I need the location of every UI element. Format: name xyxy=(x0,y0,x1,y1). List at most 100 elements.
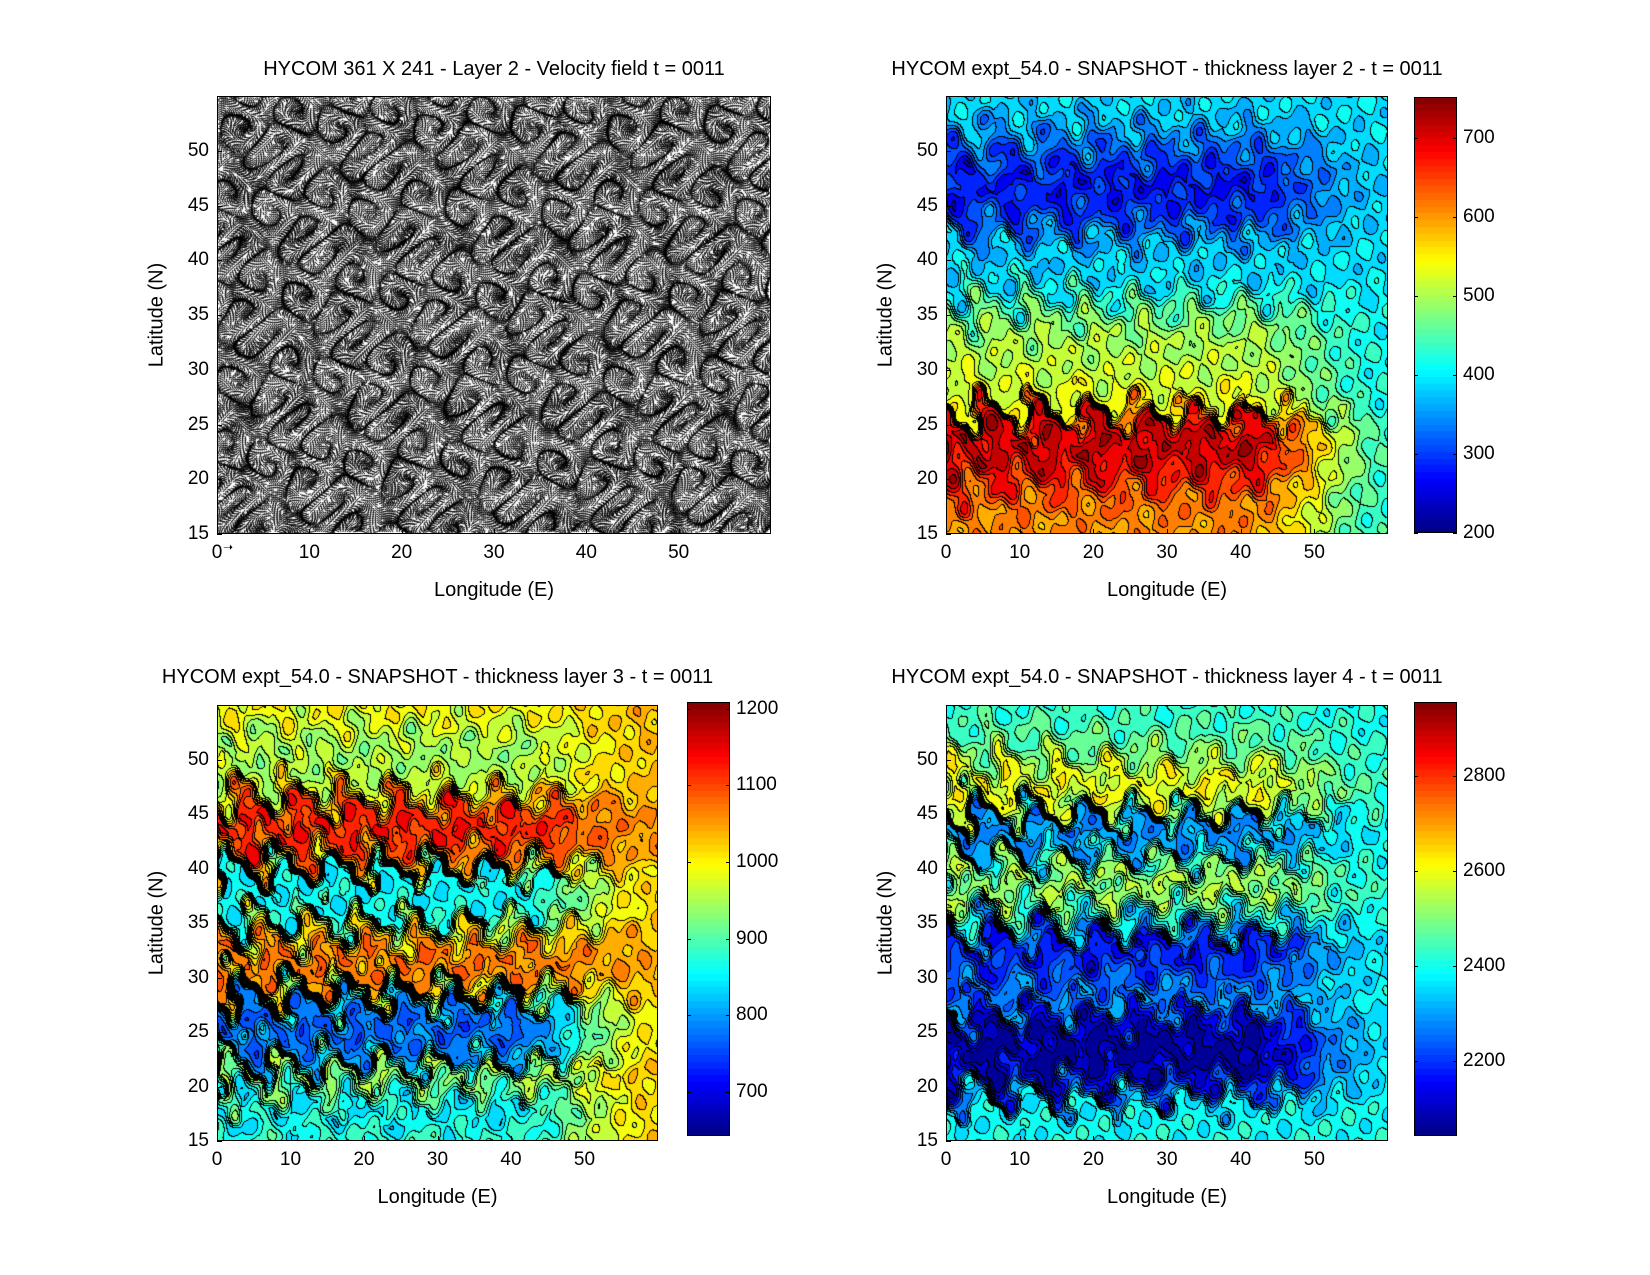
y-tick-mark xyxy=(946,759,951,761)
y-tick-mark xyxy=(217,868,222,870)
thickness-contour-plot xyxy=(946,705,1388,1141)
y-tick-mark xyxy=(217,369,222,371)
colorbar-tick-mark xyxy=(1414,1060,1418,1062)
x-tick-mark xyxy=(437,1136,439,1141)
x-tick-label: 20 xyxy=(1082,542,1104,563)
colorbar-tick-mark xyxy=(1414,138,1418,140)
y-tick-label: 50 xyxy=(916,139,938,161)
thickness-contour-plot xyxy=(946,96,1388,534)
colorbar-tick-mark xyxy=(1414,217,1418,219)
y-tick-mark xyxy=(946,205,951,207)
y-tick-label: 35 xyxy=(916,304,938,325)
y-tick-mark xyxy=(217,977,222,979)
x-tick-label: 40 xyxy=(1230,542,1252,563)
colorbar-tick-label: 2400 xyxy=(1463,955,1506,976)
y-tick-label: 15 xyxy=(187,523,209,544)
colorbar-tick-mark xyxy=(1453,871,1457,873)
y-tick-mark xyxy=(946,1032,951,1033)
x-tick-mark xyxy=(678,529,680,534)
y-tick-label: 45 xyxy=(187,194,209,216)
colorbar-tick-mark xyxy=(726,938,730,940)
colorbar-tick-mark xyxy=(1453,138,1457,140)
colorbar xyxy=(1414,97,1457,533)
y-tick-label: 35 xyxy=(187,304,209,325)
y-tick-label: 30 xyxy=(916,966,938,988)
y-tick-label: 45 xyxy=(916,194,938,216)
y-tick-mark xyxy=(946,150,951,152)
chart-title: HYCOM 361 X 241 - Layer 2 - Velocity fie… xyxy=(263,58,725,80)
y-tick-mark xyxy=(217,1086,222,1088)
x-tick-mark xyxy=(1314,1136,1316,1141)
y-tick-mark xyxy=(946,479,951,481)
colorbar-tick-mark xyxy=(726,1091,730,1093)
x-axis-label: Longitude (E) xyxy=(1106,579,1228,601)
x-axis-label: Longitude (E) xyxy=(377,1186,498,1208)
colorbar-tick-label: 200 xyxy=(1463,522,1495,543)
reference-arrow-icon: ➝ xyxy=(223,540,234,554)
x-tick-label: 10 xyxy=(1009,1149,1031,1170)
y-tick-mark xyxy=(946,977,951,979)
x-tick-mark xyxy=(1314,529,1316,534)
x-tick-mark xyxy=(511,1136,512,1141)
colorbar-tick-mark xyxy=(1414,296,1418,298)
x-tick-label: 0 xyxy=(211,1149,223,1170)
y-tick-label: 15 xyxy=(916,523,938,544)
y-axis-label: Latitude (N) xyxy=(874,870,897,976)
y-tick-label: 40 xyxy=(187,857,209,879)
y-tick-label: 45 xyxy=(916,803,938,824)
colorbar-tick-mark xyxy=(1453,533,1457,534)
y-tick-label: 25 xyxy=(187,1021,209,1042)
y-tick-label: 40 xyxy=(916,249,938,271)
y-tick-mark xyxy=(946,315,951,316)
x-tick-label: 20 xyxy=(391,542,413,563)
colorbar-tick-mark xyxy=(1453,375,1457,377)
chart-title: HYCOM expt_54.0 - SNAPSHOT - thickness l… xyxy=(891,58,1443,80)
x-tick-mark xyxy=(946,529,947,534)
colorbar xyxy=(1414,702,1457,1136)
x-tick-mark xyxy=(1240,1136,1242,1141)
x-tick-label: 20 xyxy=(353,1149,375,1170)
y-tick-mark xyxy=(946,424,951,426)
colorbar-tick-label: 500 xyxy=(1463,285,1495,307)
chart-title: HYCOM expt_54.0 - SNAPSHOT - thickness l… xyxy=(891,666,1443,688)
y-tick-label: 15 xyxy=(916,1130,938,1151)
colorbar-tick-mark xyxy=(687,1091,691,1093)
x-tick-label: 40 xyxy=(575,542,597,563)
y-tick-label: 45 xyxy=(187,803,209,824)
x-tick-label: 10 xyxy=(279,1149,302,1170)
y-tick-mark xyxy=(217,479,222,481)
colorbar-tick-label: 700 xyxy=(736,1080,768,1102)
y-tick-label: 20 xyxy=(187,1075,209,1097)
y-tick-label: 40 xyxy=(916,857,938,879)
colorbar-tick-mark xyxy=(1414,871,1418,873)
x-tick-mark xyxy=(217,1136,218,1141)
y-tick-label: 20 xyxy=(916,468,938,490)
colorbar-tick-mark xyxy=(687,1015,691,1017)
colorbar-tick-mark xyxy=(1453,1060,1457,1062)
colorbar-tick-mark xyxy=(687,708,691,710)
x-tick-mark xyxy=(946,1136,947,1141)
x-tick-label: 0 xyxy=(940,1149,952,1170)
x-tick-label: 50 xyxy=(1303,1149,1325,1170)
y-tick-mark xyxy=(946,369,951,371)
colorbar-tick-mark xyxy=(1414,375,1418,377)
colorbar-tick-label: 1000 xyxy=(736,850,779,872)
y-tick-label: 50 xyxy=(916,748,938,770)
y-tick-mark xyxy=(217,814,222,815)
x-tick-mark xyxy=(586,529,588,534)
y-tick-mark xyxy=(946,923,951,924)
colorbar-tick-label: 1100 xyxy=(736,774,777,796)
x-tick-label: 40 xyxy=(500,1149,522,1170)
x-tick-label: 30 xyxy=(1156,1149,1178,1170)
x-tick-label: 0 xyxy=(940,542,952,563)
colorbar-tick-label: 2200 xyxy=(1463,1049,1506,1071)
colorbar-tick-label: 1200 xyxy=(736,697,779,719)
y-tick-mark xyxy=(946,1141,951,1142)
y-tick-label: 25 xyxy=(916,413,938,435)
y-tick-mark xyxy=(217,759,222,761)
y-tick-mark xyxy=(946,868,951,870)
y-tick-label: 50 xyxy=(187,139,209,161)
x-tick-mark xyxy=(1240,529,1242,534)
colorbar-tick-label: 800 xyxy=(736,1004,768,1026)
y-tick-mark xyxy=(946,814,951,815)
